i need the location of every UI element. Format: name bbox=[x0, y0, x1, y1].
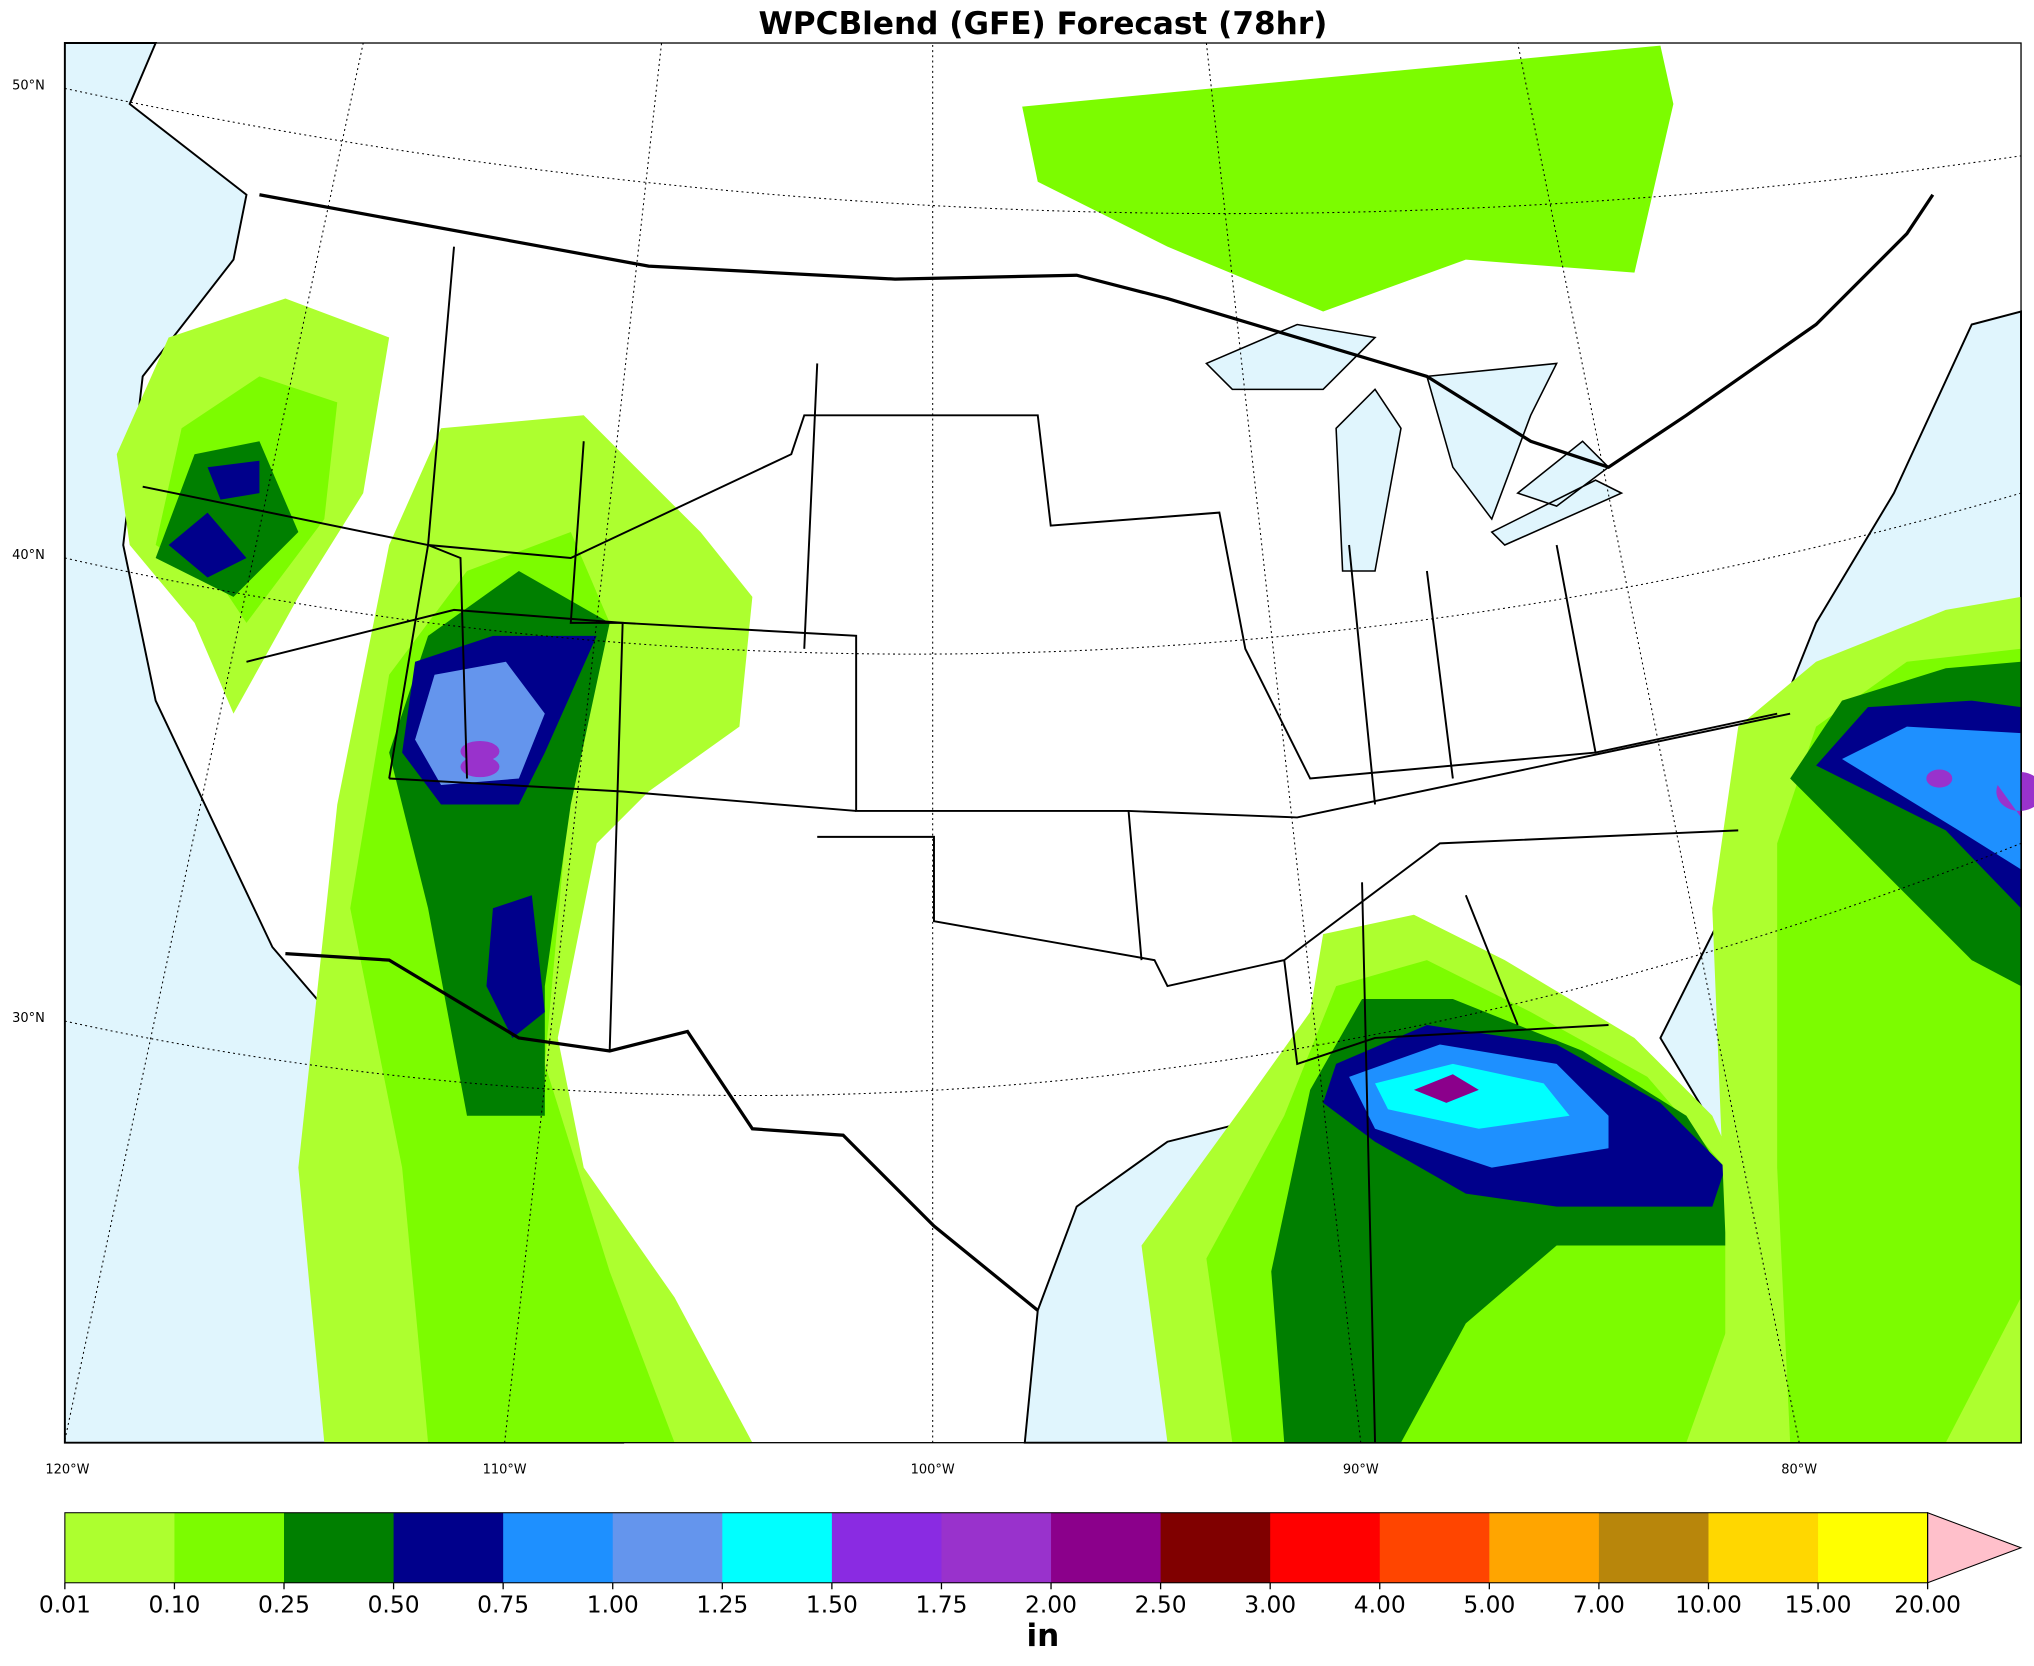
colorbar-tick-label: 1.00 bbox=[587, 1591, 639, 1619]
colorbar-tick-label: 4.00 bbox=[1354, 1591, 1406, 1619]
colorbar-bin bbox=[503, 1512, 614, 1583]
colorbar-extend bbox=[1927, 1511, 2023, 1584]
lat-label: 50°N bbox=[12, 78, 45, 93]
colorbar-tick-label: 1.75 bbox=[915, 1591, 967, 1619]
colorbar-tick-label: 0.25 bbox=[258, 1591, 310, 1619]
lat-label: 40°N bbox=[12, 548, 45, 563]
colorbar-tick-label: 0.75 bbox=[477, 1591, 529, 1619]
great-lakes bbox=[1205, 323, 1624, 572]
colorbar-tick-label: 3.00 bbox=[1244, 1591, 1296, 1619]
colorbar-bin bbox=[722, 1512, 833, 1583]
precipitation bbox=[116, 45, 2034, 1443]
lon-label: 100°W bbox=[911, 1462, 955, 1477]
colorbar-bin bbox=[1379, 1512, 1490, 1583]
colorbar-bin bbox=[393, 1512, 504, 1583]
map-title: WPCBlend (GFE) Forecast (78hr) bbox=[758, 6, 1327, 42]
colorbar-bin bbox=[1051, 1512, 1162, 1583]
colorbar-tick-label: 2.00 bbox=[1025, 1591, 1077, 1619]
colorbar-tick-label: 0.50 bbox=[368, 1591, 420, 1619]
colorbar-bin bbox=[1270, 1512, 1381, 1583]
lat-label: 30°N bbox=[12, 1011, 45, 1026]
lon-label: 110°W bbox=[483, 1462, 527, 1477]
graticule bbox=[64, 42, 2022, 1443]
colorbar-tick-label: 20.00 bbox=[1894, 1591, 1961, 1619]
colorbar-tick-label: 7.00 bbox=[1573, 1591, 1625, 1619]
colorbar-bin bbox=[174, 1512, 285, 1583]
lon-label: 90°W bbox=[1343, 1462, 1379, 1477]
map bbox=[63, 42, 2034, 1444]
colorbar-bin bbox=[831, 1512, 943, 1583]
colorbar-bin bbox=[941, 1512, 1052, 1583]
colorbar-bin bbox=[1708, 1512, 1819, 1583]
lon-label: 120°W bbox=[45, 1462, 89, 1477]
colorbar-bin bbox=[1160, 1512, 1271, 1583]
colorbar-tick-label: 1.50 bbox=[806, 1591, 858, 1619]
colorbar-bin bbox=[612, 1512, 723, 1583]
colorbar-bin bbox=[284, 1512, 395, 1583]
colorbar-bin bbox=[1818, 1512, 1929, 1583]
colorbar-bin bbox=[64, 1512, 176, 1583]
map-frame bbox=[64, 42, 2022, 1444]
colorbar-tick-label: 2.50 bbox=[1135, 1591, 1187, 1619]
colorbar: 0.01 0.10 0.25 0.50 0.75 1.00 1.25 1.50 1.75 2.00… bbox=[39, 1511, 2023, 1619]
axis-labels: 50°N 40°N 30°N 120°W 110°W 100°W 90°W 80°W bbox=[12, 78, 1817, 1477]
lon-label: 80°W bbox=[1781, 1462, 1817, 1477]
colorbar-bin bbox=[1598, 1512, 1710, 1583]
state-borders bbox=[142, 193, 1935, 1443]
colorbar-frame bbox=[64, 1512, 1929, 1584]
colorbar-tick-label: 0.01 bbox=[39, 1591, 91, 1619]
colorbar-bin bbox=[1489, 1512, 1600, 1583]
colorbar-tick-label: 0.10 bbox=[148, 1591, 200, 1619]
colorbar-tick-label: 10.00 bbox=[1675, 1591, 1742, 1619]
colorbar-tick-label: 1.25 bbox=[696, 1591, 748, 1619]
colorbar-unit: in bbox=[1027, 1618, 1060, 1654]
colorbar-tick-label: 15.00 bbox=[1785, 1591, 1852, 1619]
colorbar-tick-label: 5.00 bbox=[1463, 1591, 1515, 1619]
